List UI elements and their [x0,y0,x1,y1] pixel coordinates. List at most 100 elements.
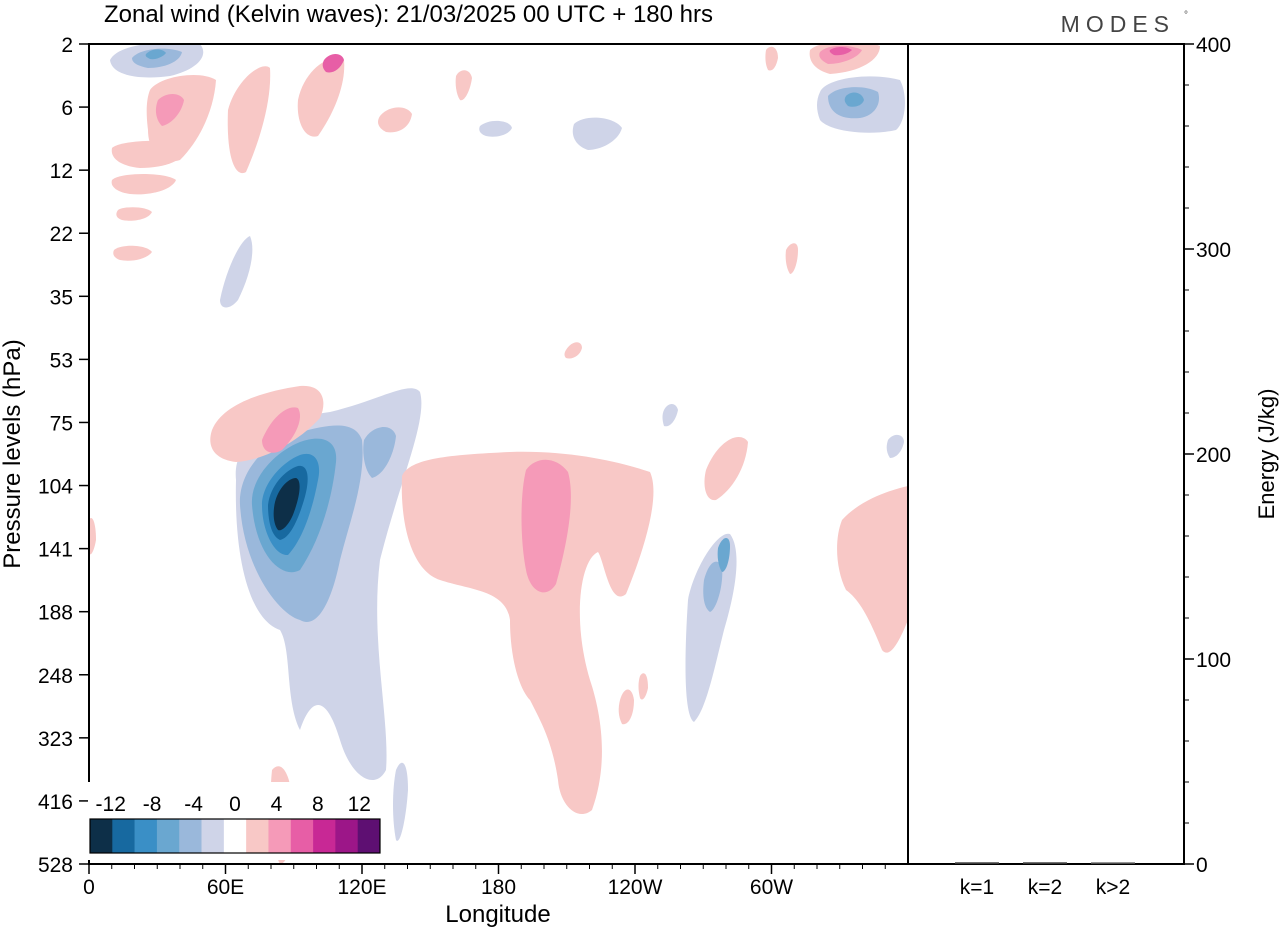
colorbar-swatch [201,819,225,853]
contour-region [111,174,176,195]
colorbar: -12 -8 -4 0 4 8 12 [88,782,382,860]
contour-region [210,385,324,462]
contour-region [717,537,730,572]
contour-region [220,236,253,308]
colorbar-tick-label: 8 [312,793,324,816]
y-tick-label: 323 [38,728,73,751]
contour-region [273,478,300,531]
colorbar-tick-label: -12 [96,793,126,816]
contour-region [113,245,152,261]
contour-region [155,94,184,126]
contour-region [704,437,748,501]
chart-title: Zonal wind (Kelvin waves): 21/03/2025 00… [104,1,713,28]
x-tick-label: 60E [207,876,244,899]
colorbar-swatch [357,819,381,853]
energy-bars: k=1 k=2 k>2 [955,862,1135,899]
energy-tick-label: 400 [1196,34,1231,57]
y-tick-label: 75 [50,412,73,435]
contour-region [572,117,622,150]
energy-category-label: k=1 [960,876,994,899]
x-axis: 0 60E 120E 180 120W 60W [83,864,886,899]
contour-region [262,407,301,453]
colorbar-swatch [156,819,180,853]
energy-tick-label: 100 [1196,649,1231,672]
colorbar-tick-label: 12 [348,793,371,816]
x-tick-label: 120W [608,876,663,899]
contour-region [662,404,678,427]
energy-axis: 0 100 200 300 400 [1184,34,1231,877]
contour-region [479,120,512,137]
energy-axis-label: Energy (J/kg) [1254,389,1279,520]
y-tick-label: 188 [38,602,73,625]
contour-region [89,518,96,555]
contour-region [785,243,798,274]
energy-bar [1023,862,1067,864]
colorbar-tick-label: 0 [229,793,241,816]
colorbar-swatch [335,819,358,853]
colorbar-swatch [246,819,269,853]
contour-region [564,342,582,359]
colorbar-tick-label: -8 [143,793,162,816]
contour-region [111,140,188,168]
contour-region [227,66,271,174]
y-tick-label: 35 [50,286,73,309]
contour-region [618,689,634,725]
contour-region [297,58,345,137]
colorbar-tick-label: 4 [271,793,283,816]
contour-region [145,49,166,60]
energy-category-label: k=2 [1028,876,1062,899]
y-tick-label: 104 [38,476,73,499]
colorbar-swatch [134,819,158,853]
y-tick-label: 22 [50,223,73,246]
x-axis-label: Longitude [445,901,550,928]
x-tick-label: 60W [750,876,793,899]
brand-logo: MODES [1061,11,1175,37]
x-tick-label: 180 [481,876,516,899]
brand-name: MODES [1061,11,1175,37]
colorbar-swatch [179,819,202,853]
contour-region [363,426,396,478]
energy-tick-label: 0 [1196,854,1208,877]
y-tick-label: 12 [50,160,73,183]
colorbar-tick-label: -4 [184,793,203,816]
colorbar-swatch [268,819,292,853]
energy-bar [955,862,999,864]
y-tick-label: 53 [50,349,73,372]
y-tick-label: 6 [61,97,73,120]
energy-plot-frame [907,43,1185,865]
contour-region [638,673,648,700]
colorbar-frame [89,818,381,854]
contour-region [765,46,778,71]
contour-region [455,70,472,101]
colorbar-swatch [290,819,314,853]
energy-tick-label: 200 [1196,444,1231,467]
colorbar-swatch [90,819,113,853]
y-axis: 2 6 12 22 35 53 75 104 141 188 248 323 416 528 [38,34,89,877]
contour-region [886,434,904,458]
contour-region [378,107,412,133]
y-tick-label: 416 [38,791,73,814]
contour-region [393,762,408,841]
y-tick-label: 528 [38,854,73,877]
x-tick-label: 0 [83,876,95,899]
x-tick-label: 120E [337,876,386,899]
colorbar-swatch [223,819,247,853]
energy-tick-label: 300 [1196,239,1231,262]
colorbar-swatch [313,819,336,853]
contour-region [844,92,864,107]
y-tick-label: 141 [38,539,73,562]
contour-region [322,54,344,73]
y-tick-label: 248 [38,665,73,688]
brand-mark: ° [1184,10,1188,21]
energy-category-label: k>2 [1096,876,1130,899]
y-tick-label: 2 [61,34,73,57]
colorbar-swatch [112,819,135,853]
contour-region [521,459,571,593]
contour-region [703,561,723,612]
contour-region [837,486,908,653]
contour-region [116,207,152,221]
energy-bar [1091,862,1135,864]
kelvin-wave-contours [89,44,908,864]
contour-region [685,533,737,722]
